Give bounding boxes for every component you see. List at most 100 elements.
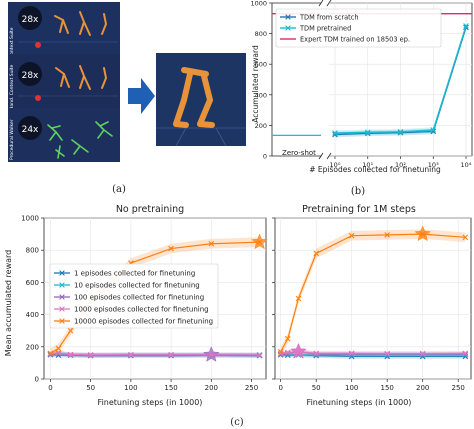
data-point: [168, 352, 174, 359]
data-point: [462, 350, 469, 357]
x-tick-label: 10⁰: [330, 161, 341, 169]
y-tick-label: 200: [26, 343, 39, 351]
series-line: [280, 351, 466, 355]
x-tick-label: 100: [345, 384, 358, 392]
data-point: [55, 345, 62, 352]
data-point: [384, 232, 390, 238]
data-point: [462, 351, 469, 357]
data-point: [364, 129, 371, 136]
y-tick-label: 1000: [21, 215, 39, 223]
x-tick-label: 10⁴: [461, 161, 472, 169]
data-point: [47, 350, 54, 357]
series-band: [50, 350, 260, 358]
badge-circle-2: [18, 62, 42, 86]
x-axis-label: # Episodes collected for finetuning: [309, 165, 441, 174]
data-point: [128, 352, 134, 359]
x-tick-label: 200: [205, 384, 218, 392]
y-tick-label: 400: [26, 311, 39, 319]
legend-marker: [59, 318, 65, 324]
data-point: [168, 352, 174, 358]
legend-label: 10000 episodes collected for finetuning: [74, 318, 213, 326]
series-band: [280, 349, 466, 356]
best-star-marker: [414, 225, 431, 242]
panel-b: (b) Accumulated reward # Episodes collec…: [250, 0, 473, 197]
data-point: [168, 245, 174, 252]
legend-marker: [285, 25, 291, 31]
data-point: [208, 352, 215, 358]
legend-label: 1 episodes collected for finetuning: [74, 270, 195, 278]
row-badge-2: 28x: [22, 71, 39, 81]
data-point: [128, 352, 134, 358]
data-point: [295, 295, 302, 302]
series-line: [280, 233, 466, 352]
legend-marker: [285, 14, 291, 20]
y-tick-label: 0: [35, 376, 39, 384]
data-point: [67, 351, 74, 358]
thumb-row-2: 28x Hand. Context Suite: [8, 54, 120, 110]
legend-label: 100 episodes collected for finetuning: [74, 294, 204, 302]
y-tick-label: 800: [255, 30, 267, 38]
legend-b: TDM from scratch TDM pretrained Expert TDM…: [275, 8, 442, 48]
series-line: [50, 352, 260, 356]
data-point: [463, 23, 469, 29]
legend-label: TDM pretrained: [299, 25, 351, 33]
x-tick-label: 250: [245, 384, 258, 392]
x-tick-label: 50: [86, 384, 95, 392]
legend-marker: [59, 270, 65, 276]
row-badge-3: 24x: [22, 125, 39, 135]
data-point: [397, 129, 404, 135]
x-tick-label: 250: [452, 384, 465, 392]
x-tick-label: 50: [312, 384, 321, 392]
walker-agent-icon: [173, 67, 215, 128]
data-point: [284, 349, 291, 356]
x-tick-label: 10³: [428, 161, 439, 169]
data-point: [55, 350, 62, 356]
chart-title-no-pretraining: No pretraining: [116, 204, 184, 215]
y-tick-label: 0: [263, 153, 267, 161]
agent-render: [156, 53, 246, 146]
y-tick-label: 200: [255, 122, 267, 130]
best-star-marker: [290, 342, 307, 359]
data-point: [277, 350, 284, 357]
x-axis-label-c-right: Finetuning steps (in 1000): [307, 398, 412, 407]
data-point: [284, 335, 291, 342]
legend-c: 1 episodes collected for finetuning 10 ep…: [49, 263, 219, 329]
data-point: [348, 232, 355, 239]
x-tick-label: 200: [416, 384, 429, 392]
data-point: [313, 350, 319, 357]
data-point: [67, 327, 74, 334]
y-tick-label: 600: [26, 279, 39, 287]
x-tick-label: 0: [48, 384, 52, 392]
data-point: [256, 352, 263, 358]
x-tick-label: 10²: [395, 161, 406, 169]
data-point: [87, 352, 94, 358]
legend-label: TDM from scratch: [299, 14, 359, 22]
y-tick-label: 800: [26, 247, 39, 255]
y-tick-label: 600: [255, 61, 267, 69]
agent-walker-icon: [54, 11, 108, 36]
legend-box: [49, 263, 219, 329]
legend-label: 10 episodes collected for finetuning: [74, 282, 200, 290]
chart-title-pretraining: Pretraining for 1M steps: [302, 204, 416, 215]
data-point: [332, 130, 338, 136]
x-axis-label-c-left: Finetuning steps (in 1000): [98, 398, 203, 407]
legend-label: 1000 episodes collected for finetuning: [74, 306, 209, 314]
panel-a: 28x Context Suite 28x Hand. Context Suit…: [8, 2, 246, 195]
row-badge-1: 28x: [22, 15, 39, 25]
legend-marker: [59, 282, 65, 288]
data-point: [419, 350, 426, 357]
legend-marker: [59, 294, 65, 300]
chart-c-left: 0 200 400 600 800 1000 0 50 100 150 200 250 1 episod…: [21, 215, 268, 392]
y-axis-label-c: Mean accumulated reward: [4, 250, 13, 356]
badge-circle-3: [18, 116, 42, 140]
series-band: [280, 229, 466, 357]
row-side-label-3: Procedural Walker: [9, 119, 15, 160]
procedural-walker-icon: [47, 121, 113, 159]
x-tick-label: 150: [164, 384, 177, 392]
data-point: [277, 348, 284, 355]
row-side-label-2: Hand. Context Suite: [9, 65, 15, 110]
x-tick-label: 100: [124, 384, 137, 392]
data-point: [348, 350, 355, 357]
x-tick-label: 10¹: [362, 161, 373, 169]
panel-label-a: (a): [112, 184, 126, 195]
